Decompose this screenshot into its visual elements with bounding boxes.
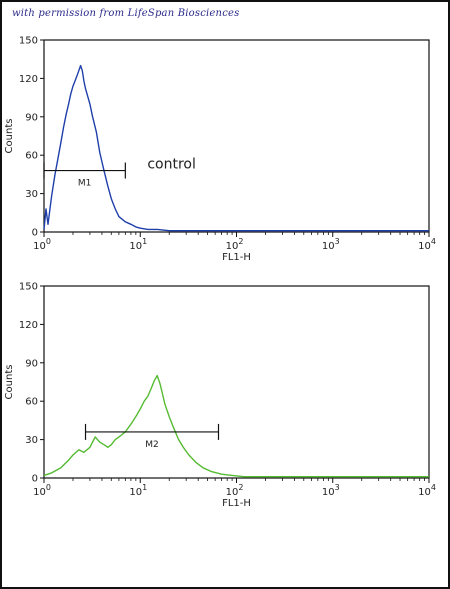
x-tick-label: 103 bbox=[322, 483, 340, 498]
x-axis-title: FL1-H bbox=[222, 498, 251, 509]
x-tick-label: 104 bbox=[418, 237, 436, 252]
y-tick-label: 150 bbox=[19, 36, 38, 47]
gate-label: M2 bbox=[145, 440, 159, 450]
y-tick-label: 30 bbox=[25, 189, 38, 200]
x-tick-label: 101 bbox=[129, 237, 147, 252]
y-tick-label: 60 bbox=[25, 151, 38, 162]
y-axis-title: Counts bbox=[4, 119, 15, 154]
histogram-trace bbox=[43, 64, 429, 232]
x-tick-label: 100 bbox=[33, 483, 51, 498]
x-tick-label: 104 bbox=[418, 483, 436, 498]
y-tick-label: 120 bbox=[19, 74, 38, 85]
y-tick-label: 0 bbox=[32, 228, 38, 239]
y-tick-label: 150 bbox=[19, 282, 38, 293]
x-tick-label: 102 bbox=[226, 237, 244, 252]
histogram-panel-2: 0 30 60 90 120 150 100 101 102 103 104 FL1-H Counts M… bbox=[4, 282, 436, 510]
y-tick-label: 60 bbox=[25, 397, 38, 408]
y-tick-label: 90 bbox=[25, 112, 38, 123]
x-tick-label: 100 bbox=[33, 237, 51, 252]
histogram-panel-1: 0 30 60 90 120 150 100 101 102 103 104 FL1-H Counts M… bbox=[4, 36, 436, 264]
y-tick-label: 30 bbox=[25, 435, 38, 446]
y-tick-label: 120 bbox=[19, 320, 38, 331]
gate-label: M1 bbox=[78, 179, 92, 189]
x-axis-title: FL1-H bbox=[222, 252, 251, 263]
watermark-text: with permission from LifeSpan Bioscience… bbox=[12, 8, 240, 19]
y-axis-title: Counts bbox=[4, 365, 15, 400]
sample-annotation: control bbox=[147, 157, 196, 173]
plot-area bbox=[43, 39, 430, 233]
x-tick-label: 102 bbox=[226, 483, 244, 498]
x-tick-label: 101 bbox=[129, 483, 147, 498]
y-tick-label: 0 bbox=[32, 474, 38, 485]
plot-area bbox=[43, 285, 430, 479]
histogram-trace bbox=[43, 374, 429, 478]
x-tick-label: 103 bbox=[322, 237, 340, 252]
y-tick-label: 90 bbox=[25, 358, 38, 369]
